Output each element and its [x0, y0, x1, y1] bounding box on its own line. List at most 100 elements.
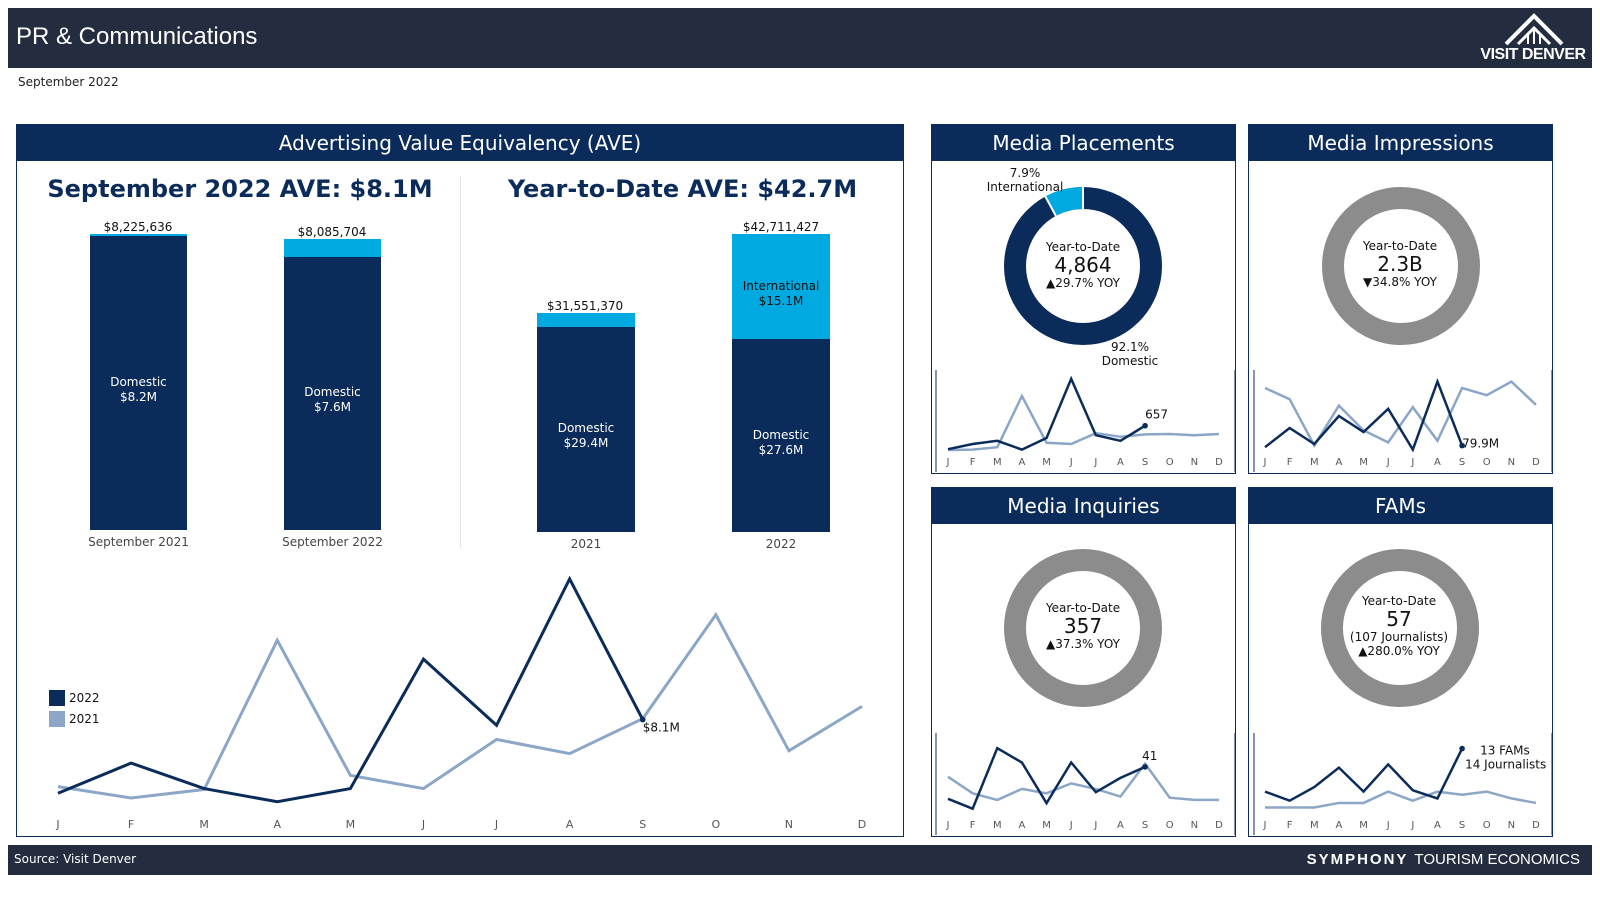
month-tick-label: M: [1359, 820, 1368, 831]
month-tick-label: A: [1117, 457, 1124, 468]
month-tick-label: A: [1018, 820, 1025, 831]
month-tick-label: S: [1459, 457, 1465, 468]
visit-denver-logo: VISIT DENVER: [1478, 12, 1588, 66]
series-line-2021: [947, 761, 1219, 802]
month-tick-label: N: [1191, 820, 1198, 831]
ytd-bar-total-label: $42,711,427: [742, 220, 820, 234]
report-period: September 2022: [18, 75, 119, 89]
domestic-segment: Domestic $7.6M: [284, 257, 381, 530]
ytd-bar-total-label: $31,551,370: [546, 299, 624, 313]
month-tick-label: F: [1287, 457, 1293, 468]
international-segment: [537, 313, 635, 327]
center-value: 2.3B: [1377, 252, 1423, 276]
month-tick-label: A: [1434, 820, 1441, 831]
month-tick-label: M: [993, 820, 1002, 831]
inquiries-center: Year-to-Date 357 ▲37.3% YOY: [1013, 601, 1153, 651]
top-bar: PR & Communications VISIT DENVER: [8, 8, 1592, 68]
series-line-2021: [947, 393, 1220, 452]
month-bar-total-label: $8,085,704: [297, 225, 367, 239]
page-title: PR & Communications: [16, 23, 258, 50]
month-tick-label: M: [993, 457, 1002, 468]
month-tick-label: A: [1117, 820, 1124, 831]
center-yoy: ▲280.0% YOY: [1358, 644, 1440, 658]
center-yoy: ▼34.8% YOY: [1363, 275, 1437, 289]
center-value: 4,864: [1054, 253, 1112, 277]
international-segment: International $15.1M: [732, 234, 830, 339]
month-tick-label: D: [1532, 820, 1540, 831]
month-tick-label: J: [1386, 457, 1390, 468]
international-slice: [1045, 187, 1084, 217]
month-tick-label: O: [1166, 820, 1174, 831]
ytd-ave-heading: Year-to-Date AVE: $42.7M: [507, 175, 858, 203]
month-tick-label: J: [1410, 457, 1414, 468]
month-tick-label: J: [946, 457, 950, 468]
center-yoy: ▲29.7% YOY: [1046, 276, 1120, 290]
month-bar-category: September 2022: [282, 535, 383, 549]
month-bar-2022: Domestic $7.6M: [284, 239, 381, 530]
month-tick-label: F: [970, 820, 976, 831]
ytd-bar-category: 2021: [570, 537, 602, 551]
legend-swatch-2021: [49, 711, 65, 727]
domestic-label: Domestic $7.6M: [304, 385, 361, 414]
media-impressions-header: Media Impressions: [1249, 125, 1552, 161]
last-point-marker: [1142, 764, 1148, 770]
international-segment: [90, 234, 187, 236]
domestic-label: Domestic $8.2M: [110, 375, 167, 404]
series-line-2022: [947, 746, 1146, 811]
month-tick-label: J: [1410, 820, 1414, 831]
ytd-bar-2022: International $15.1M Domestic $27.6M: [732, 234, 830, 532]
series-line-2022: [947, 375, 1146, 451]
fams-center: Year-to-Date 57 (107 Journalists) ▲280.0…: [1329, 594, 1469, 658]
month-tick-label: D: [1215, 457, 1223, 468]
month-tick-label: A: [1434, 457, 1441, 468]
month-tick-label: N: [1508, 457, 1515, 468]
last-point-marker: [1459, 745, 1465, 752]
ytd-bar-2021: Domestic $29.4M: [537, 313, 635, 532]
month-tick-label: M: [199, 818, 209, 831]
last-point-marker: [1142, 422, 1148, 429]
fams-end-label: 13 FAMs: [1480, 744, 1530, 758]
month-tick-label: M: [1310, 820, 1319, 831]
legend-label-2021: 2021: [69, 712, 100, 726]
media-placements-panel: Media Placements: [931, 124, 1236, 474]
domestic-label: Domestic $27.6M: [752, 428, 810, 457]
month-tick-label: J: [494, 818, 498, 831]
month-tick-label: J: [1386, 820, 1390, 831]
month-tick-label: J: [421, 818, 425, 831]
mountain-logo-icon: [1504, 13, 1564, 46]
series-line-2022: [57, 575, 645, 804]
section-divider: [460, 176, 461, 548]
center-sub: (107 Journalists): [1349, 630, 1449, 644]
month-tick-label: J: [1263, 457, 1267, 468]
month-tick-label: D: [1532, 457, 1540, 468]
month-tick-label: J: [1069, 457, 1073, 468]
month-tick-label: A: [1335, 457, 1342, 468]
month-tick-label: M: [1042, 457, 1051, 468]
month-tick-label: A: [1018, 457, 1025, 468]
impressions-end-label: 79.9M: [1462, 437, 1499, 451]
month-tick-label: J: [1263, 820, 1267, 831]
ave-panel-header: Advertising Value Equivalency (AVE): [17, 125, 903, 161]
domestic-label: Domestic $29.4M: [557, 421, 615, 450]
footer-bar: Source: Visit Denver SYMPHONY TOURISM ECO…: [8, 845, 1592, 875]
month-tick-label: O: [1166, 457, 1174, 468]
placements-donut: [1004, 187, 1162, 345]
month-tick-label: M: [1359, 457, 1368, 468]
month-tick-label: A: [274, 818, 282, 831]
last-point-marker: [639, 716, 646, 723]
domestic-share-label: 92.1% Domestic: [1101, 340, 1159, 368]
center-yoy: ▲37.3% YOY: [1046, 637, 1120, 651]
international-label: International $15.1M: [742, 279, 820, 308]
domestic-segment: Domestic $29.4M: [537, 327, 635, 532]
month-tick-label: A: [566, 818, 574, 831]
domestic-segment: Domestic $27.6M: [732, 339, 830, 532]
media-inquiries-header: Media Inquiries: [932, 488, 1235, 524]
month-tick-label: J: [1093, 820, 1097, 831]
center-value: 357: [1063, 614, 1103, 638]
intl-share-label: 7.9% International: [986, 166, 1064, 194]
month-tick-label: S: [1459, 820, 1465, 831]
legend-label-2022: 2022: [69, 691, 100, 705]
logo-text: VISIT DENVER: [1480, 46, 1586, 63]
journalists-end-label: 14 Journalists: [1465, 758, 1546, 772]
